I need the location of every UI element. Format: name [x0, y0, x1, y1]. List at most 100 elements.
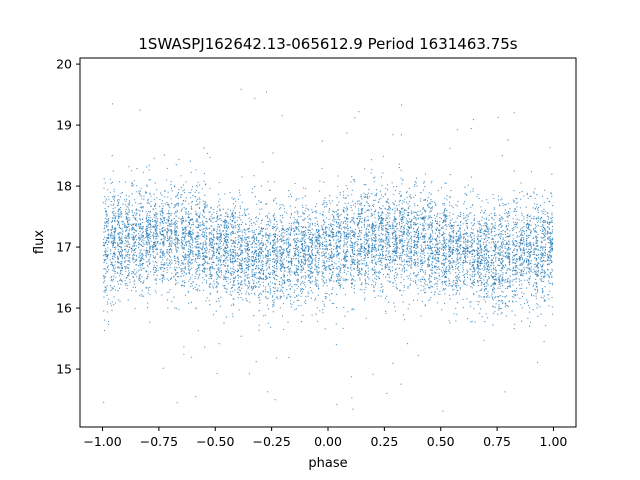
data-point: [540, 313, 542, 315]
data-point: [245, 284, 247, 286]
data-point: [442, 245, 444, 247]
data-point: [155, 269, 157, 271]
data-point: [354, 236, 356, 238]
data-point: [514, 314, 516, 316]
data-point: [326, 285, 328, 287]
data-point: [392, 285, 394, 287]
data-point: [304, 275, 306, 277]
data-point: [436, 253, 438, 255]
data-point: [378, 219, 380, 221]
data-point: [549, 257, 551, 259]
data-point: [420, 266, 423, 268]
data-point: [149, 179, 152, 181]
data-point: [251, 229, 253, 231]
data-point: [166, 234, 168, 236]
data-point: [303, 232, 305, 234]
data-point: [124, 257, 126, 259]
data-point: [488, 257, 490, 259]
data-point: [400, 257, 402, 259]
data-point: [545, 230, 547, 232]
data-point: [353, 253, 355, 255]
data-point: [155, 217, 157, 219]
data-point: [384, 224, 387, 226]
data-point: [450, 285, 452, 287]
data-point: [378, 229, 380, 231]
data-point: [391, 253, 393, 255]
data-point: [405, 260, 407, 262]
data-point: [114, 195, 116, 197]
data-point: [442, 263, 444, 265]
data-point: [400, 214, 402, 216]
data-point: [133, 248, 135, 250]
data-point: [368, 278, 370, 280]
data-point: [544, 239, 546, 241]
data-point: [170, 224, 172, 226]
data-point: [198, 285, 200, 287]
data-point: [401, 203, 403, 205]
data-point: [488, 271, 490, 273]
data-point: [149, 246, 151, 248]
data-point: [139, 230, 141, 232]
data-point: [381, 291, 383, 293]
data-point: [487, 226, 489, 228]
data-point: [521, 214, 523, 216]
data-point: [281, 214, 283, 216]
data-point: [381, 251, 383, 253]
data-point: [237, 234, 239, 236]
data-point: [112, 227, 114, 229]
data-point: [446, 270, 448, 273]
data-point: [248, 373, 251, 375]
data-point: [331, 288, 333, 290]
data-point: [449, 225, 451, 227]
data-point: [366, 251, 368, 253]
data-point: [230, 224, 232, 226]
data-point: [258, 293, 260, 295]
data-point: [363, 260, 365, 262]
data-point: [289, 228, 291, 230]
data-point: [377, 260, 379, 263]
data-point: [445, 283, 447, 285]
data-point: [478, 262, 480, 264]
data-point: [153, 198, 155, 200]
data-point: [103, 228, 105, 230]
data-point: [233, 268, 235, 270]
data-point: [132, 250, 134, 252]
data-point: [162, 367, 164, 369]
data-point: [495, 303, 497, 305]
data-point: [550, 245, 552, 247]
data-point: [542, 226, 544, 229]
data-point: [495, 267, 497, 269]
data-point: [321, 252, 323, 254]
data-point: [541, 280, 543, 282]
data-point: [228, 225, 230, 228]
data-point: [506, 268, 508, 270]
data-point: [272, 240, 274, 242]
data-point: [536, 194, 538, 196]
data-point: [439, 217, 441, 219]
data-point: [343, 228, 346, 230]
data-point: [364, 265, 367, 267]
data-point: [277, 256, 279, 258]
data-point: [431, 263, 433, 265]
data-point: [125, 235, 127, 237]
data-point: [429, 256, 431, 258]
data-point: [139, 190, 141, 192]
data-point: [105, 250, 107, 252]
data-point: [301, 248, 303, 250]
data-point: [490, 261, 492, 263]
data-point: [277, 240, 279, 242]
data-point: [114, 248, 116, 250]
data-point: [234, 284, 236, 286]
data-point: [231, 225, 233, 227]
data-point: [541, 292, 544, 294]
data-point: [230, 260, 232, 262]
data-point: [240, 244, 242, 246]
data-point: [419, 255, 421, 257]
data-point: [183, 346, 185, 348]
data-point: [133, 269, 136, 271]
data-point: [401, 247, 403, 249]
data-point: [541, 278, 543, 280]
data-point: [289, 283, 291, 285]
data-point: [350, 226, 352, 228]
data-point: [451, 262, 453, 264]
